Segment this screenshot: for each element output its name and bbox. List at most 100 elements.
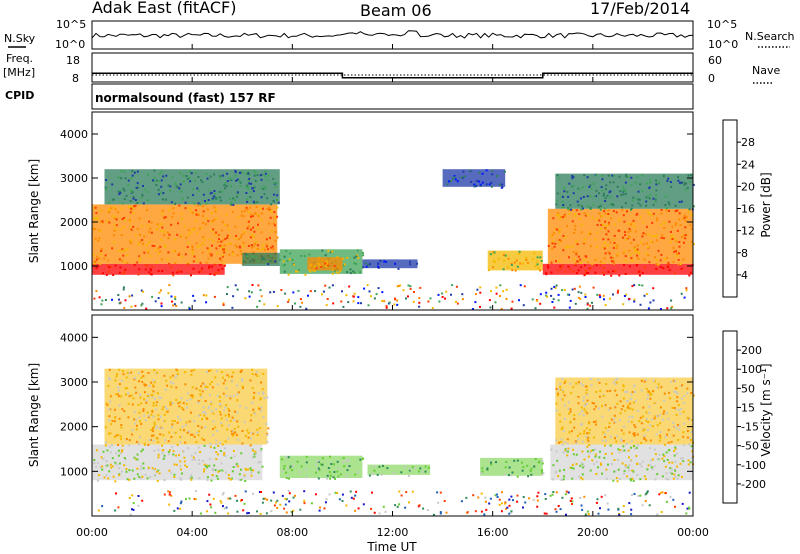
- vel-plot-noise: [272, 491, 275, 494]
- power-plot-cell: [678, 218, 681, 221]
- vel-plot-cell: [673, 390, 676, 393]
- power-plot-cell: [607, 270, 610, 273]
- power-plot-cell: [589, 206, 592, 209]
- vel-plot-cell: [584, 404, 587, 407]
- power-plot-cell: [598, 219, 601, 222]
- vel-plot-cell: [184, 371, 187, 374]
- vel-plot-cell: [128, 478, 131, 481]
- vel-plot-cell: [593, 436, 595, 439]
- vel-plot-cell: [570, 466, 573, 469]
- vel-plot-cell: [259, 461, 262, 464]
- power-plot-cell: [609, 190, 612, 193]
- power-plot-cell: [184, 207, 187, 210]
- vel-plot-cell: [164, 388, 167, 391]
- vel-plot-cell: [159, 426, 162, 429]
- vel-plot-cell: [250, 471, 253, 474]
- vel-plot-cell: [221, 443, 224, 446]
- vel-plot-cell: [113, 435, 116, 438]
- vel-plot-cell: [251, 456, 254, 459]
- power-plot-cell: [191, 228, 194, 231]
- vel-plot-noise: [599, 507, 601, 510]
- power-plot-cell: [689, 173, 692, 176]
- vel-plot-cell: [559, 388, 562, 391]
- power-plot-noise: [580, 291, 583, 294]
- power-plot-cell: [265, 245, 268, 248]
- power-plot-cell: [208, 238, 211, 241]
- vel-plot-cell: [628, 469, 631, 472]
- vel-plot-cell: [597, 379, 600, 382]
- power-plot-noise: [287, 300, 290, 303]
- vel-plot-cell: [124, 387, 127, 390]
- power-plot-noise: [499, 284, 502, 287]
- vel-plot-cell: [166, 410, 169, 413]
- power-plot-cell: [261, 212, 264, 215]
- power-plot-cell: [259, 249, 262, 252]
- vel-plot-noise: [622, 505, 625, 507]
- power-plot-cell: [624, 192, 627, 195]
- power-plot-cell: [646, 225, 648, 228]
- power-plot-cell: [561, 264, 564, 267]
- vel-plot-cell: [658, 439, 661, 442]
- vel-plot-cell: [580, 406, 583, 409]
- vel-plot-cell: [102, 458, 105, 460]
- power-plot-cell: [585, 255, 588, 258]
- vel-plot-noise: [495, 493, 498, 496]
- vel-plot-cell: [131, 469, 134, 472]
- power-plot-cell: [209, 192, 212, 195]
- power-plot-cell: [141, 194, 144, 197]
- power-plot-cell: [610, 274, 613, 277]
- vel-plot-cell: [157, 453, 160, 456]
- power-plot-cell: [561, 200, 564, 203]
- power-plot-cell: [223, 248, 225, 251]
- vel-plot-cell: [126, 371, 129, 374]
- power-plot-cell: [146, 264, 149, 267]
- power-plot-cell: [605, 227, 607, 230]
- vel-plot-cell: [427, 466, 430, 469]
- freq-label-1: Freq.: [6, 52, 33, 65]
- power-plot-noise: [284, 292, 287, 295]
- vel-plot-cell: [133, 422, 136, 425]
- vel-plot-cell: [651, 425, 654, 428]
- power-plot-cell: [234, 244, 237, 247]
- vel-plot-cell: [631, 391, 634, 393]
- power-plot-cell: [198, 189, 201, 192]
- power-plot-cell: [668, 210, 670, 212]
- vel-plot-cell: [572, 448, 575, 451]
- power-plot-cell: [254, 171, 257, 174]
- vel-plot-cell: [287, 456, 290, 459]
- vel-plot-cell: [550, 448, 553, 451]
- power-plot-cell: [518, 252, 520, 255]
- power-plot-cell: [133, 171, 136, 174]
- power-plot-cell: [537, 267, 540, 270]
- vel-plot-noise: [199, 512, 202, 515]
- power-plot-cell: [196, 259, 199, 262]
- vel-plot-cell: [573, 414, 576, 417]
- vel-plot-cell: [343, 465, 346, 468]
- power-plot-cell: [672, 261, 675, 263]
- power-plot-cell: [623, 220, 626, 223]
- power-plot-cell: [124, 177, 127, 180]
- power-plot-cell: [594, 258, 597, 261]
- power-plot-noise: [172, 304, 175, 307]
- vel-plot-cell: [676, 392, 679, 395]
- vel-plot-cell: [175, 368, 178, 371]
- power-plot-cell: [558, 231, 561, 234]
- power-plot-cell: [195, 220, 198, 223]
- vel-plot-cell: [113, 408, 116, 411]
- vel-plot-cell: [189, 433, 192, 436]
- power-plot-cell: [501, 186, 504, 189]
- vel-plot-cell: [142, 409, 145, 412]
- power-plot-noise: [685, 289, 688, 292]
- vel-plot-cell: [555, 450, 558, 453]
- vel-plot-cell: [686, 430, 689, 432]
- vel-plot-noise: [318, 509, 321, 512]
- power-plot-cell: [234, 237, 237, 240]
- vel-plot-cell: [179, 465, 182, 468]
- vel-plot-noise: [284, 497, 287, 500]
- power-plot-cell: [677, 176, 679, 179]
- power-plot-cell: [612, 260, 615, 263]
- power-plot-noise: [367, 304, 370, 307]
- vel-plot-cell: [231, 432, 233, 435]
- vel-plot-cell: [219, 413, 222, 416]
- power-plot-noise: [276, 305, 279, 308]
